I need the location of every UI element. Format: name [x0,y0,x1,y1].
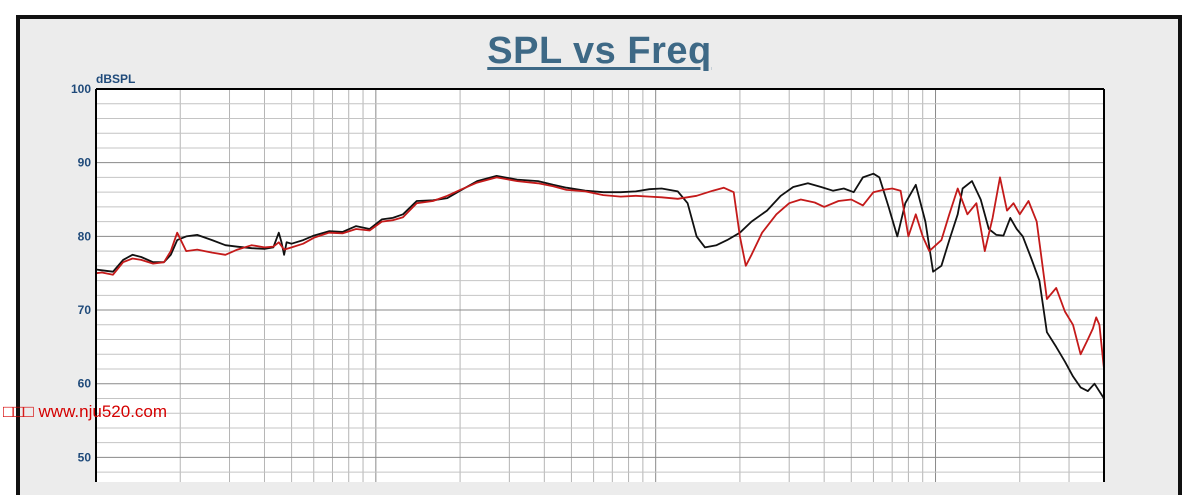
y-tick-labels: 100 90 80 70 60 50 [71,82,91,464]
plot-border [95,88,1105,482]
watermark: □□□ www.nju520.com [3,402,168,421]
series-line-1 [95,172,1105,400]
y-tick-label: 100 [71,82,91,96]
y-tick-label: 60 [78,377,92,391]
y-tick-label: 50 [78,450,92,464]
chart-title: SPL vs Freq [487,30,712,72]
grid [96,88,1104,482]
y-tick-label: 80 [78,229,92,243]
series-line-2 [95,176,1105,370]
y-tick-label: 90 [78,156,92,170]
series [95,172,1105,400]
y-tick-label: 70 [78,303,92,317]
plot-area: 100 90 80 70 60 50 [71,82,1105,482]
y-axis-label: dBSPL [96,72,136,86]
